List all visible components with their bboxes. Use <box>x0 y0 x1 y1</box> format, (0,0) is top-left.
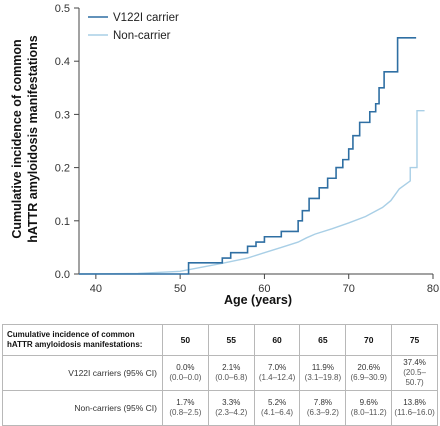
table-cell: 9.6% (8.0–11.2) <box>345 390 393 426</box>
cell-value: 0.0% <box>176 363 195 372</box>
cell-ci: (4.1–6.4) <box>261 408 294 417</box>
y-tick-label: 0.4 <box>55 56 70 68</box>
table-row-label: Non-carriers (95% CI) <box>2 390 163 426</box>
x-tick-label: 60 <box>258 283 270 295</box>
table-row-non-carriers: Non-carriers (95% CI) 1.7% (0.8–2.5) 3.3%… <box>2 390 438 426</box>
incidence-table-container: Cumulative incidence of common hATTR amy… <box>2 324 438 426</box>
table-cell: 13.8% (11.6–16.0) <box>391 390 438 426</box>
cell-ci: (2.3–4.2) <box>215 408 248 417</box>
y-tick-label: 0.1 <box>55 216 70 228</box>
table-cell: 3.3% (2.3–4.2) <box>207 390 255 426</box>
cell-value: 13.8% <box>403 398 426 407</box>
y-tick-label: 0.5 <box>55 3 70 15</box>
table-header-age: 60 <box>253 324 301 356</box>
table-header-row: Cumulative incidence of common hATTR amy… <box>2 324 438 356</box>
x-axis-title: Age (years) <box>224 293 292 307</box>
table-cell: 11.9% (3.1–19.8) <box>299 355 347 391</box>
cell-value: 7.8% <box>313 398 333 407</box>
cell-ci: (0.0–0.0) <box>169 373 202 382</box>
cell-value: 37.4% <box>403 358 426 367</box>
cell-ci: (3.1–19.8) <box>304 373 342 382</box>
cell-value: 20.6% <box>357 363 381 372</box>
table-cell: 7.8% (6.3–9.2) <box>299 390 347 426</box>
table-header-age: 55 <box>207 324 255 356</box>
cell-value: 11.9% <box>311 363 334 372</box>
cell-ci: (0.8–2.5) <box>169 408 202 417</box>
cell-value: 7.0% <box>267 363 287 372</box>
incidence-table: Cumulative incidence of common hATTR amy… <box>2 324 438 426</box>
table-row-label: V122I carriers (95% CI) <box>2 355 163 391</box>
cell-ci: (11.6–16.0) <box>394 408 435 417</box>
chart-legend: V122I carrier Non-carrier <box>88 12 179 42</box>
cell-value: 2.1% <box>222 363 241 372</box>
x-tick-label: 70 <box>343 283 355 295</box>
legend-label-v122i-carrier: V122I carrier <box>113 12 179 24</box>
y-tick-label: 0.3 <box>55 109 70 121</box>
table-cell: 20.6% (6.9–30.9) <box>345 355 393 391</box>
cell-ci: (20.5–50.7) <box>403 368 426 387</box>
table-cell: 2.1% (0.0–6.8) <box>207 355 255 391</box>
table-header-label: Cumulative incidence of common hATTR amy… <box>2 324 163 356</box>
table-header-age: 50 <box>162 324 209 356</box>
table-cell: 7.0% (1.4–12.4) <box>253 355 301 391</box>
table-row-v122i-carriers: V122I carriers (95% CI) 0.0% (0.0–0.0) 2.… <box>2 355 438 391</box>
cell-value: 5.2% <box>267 398 287 407</box>
cumulative-incidence-chart: 0.0 0.1 0.2 0.3 0.4 0.5 40 50 60 70 80 V122I carri… <box>10 3 439 307</box>
chart-series-layer <box>78 36 425 275</box>
table-header-age: 75 <box>391 324 438 356</box>
cell-ci: (8.0–11.2) <box>350 408 387 417</box>
x-tick-label: 80 <box>427 283 439 295</box>
y-tick-label: 0.2 <box>55 163 70 175</box>
cell-ci: (0.0–6.8) <box>215 373 248 382</box>
table-header-age: 65 <box>299 324 347 356</box>
cell-ci: (1.4–12.4) <box>258 373 296 382</box>
legend-label-non-carrier: Non-carrier <box>113 30 171 42</box>
table-cell: 37.4% (20.5–50.7) <box>391 355 438 391</box>
y-axis-title-line-2: hATTR amyloidosis manifestations <box>26 35 40 242</box>
cell-value: 9.6% <box>359 398 378 407</box>
table-cell: 1.7% (0.8–2.5) <box>162 390 209 426</box>
table-header-age: 70 <box>345 324 393 356</box>
table-cell: 5.2% (4.1–6.4) <box>253 390 301 426</box>
cell-value: 3.3% <box>222 398 241 407</box>
y-axis-title-line-1: Cumulative incidence of common <box>10 39 24 238</box>
series-line-non-carrier <box>78 109 425 275</box>
cell-value: 1.7% <box>176 398 195 407</box>
x-tick-label: 40 <box>90 283 102 295</box>
y-tick-label: 0.0 <box>55 269 70 281</box>
table-cell: 0.0% (0.0–0.0) <box>162 355 209 391</box>
cell-ci: (6.9–30.9) <box>350 373 387 382</box>
cell-ci: (6.3–9.2) <box>306 408 339 417</box>
series-line-v122i-carrier <box>79 36 417 275</box>
x-tick-label: 50 <box>174 283 186 295</box>
